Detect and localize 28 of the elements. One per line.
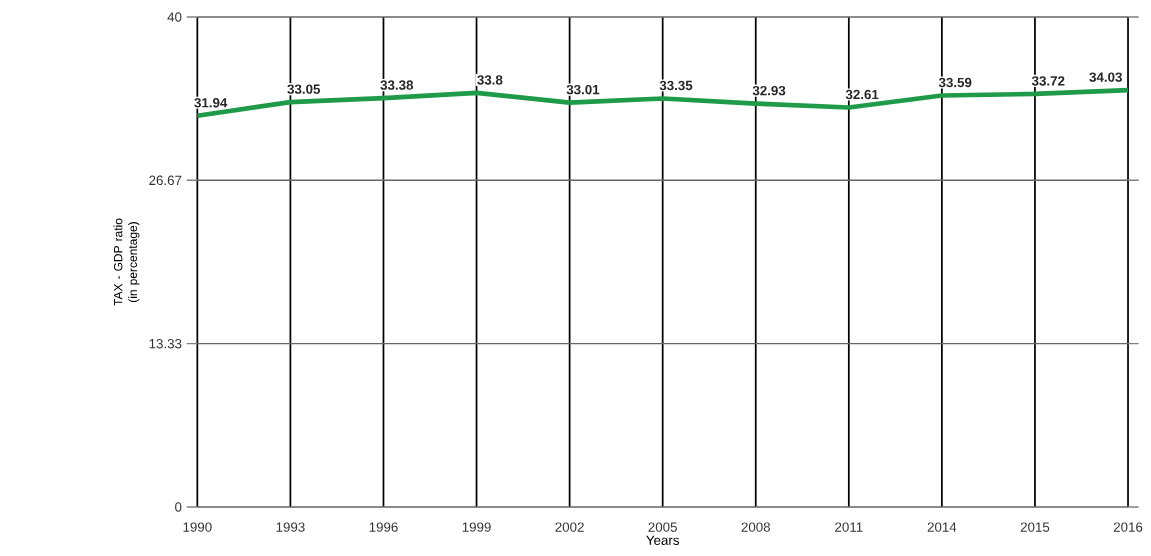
x-tick-label: 2016: [1113, 522, 1143, 532]
x-tick-label: 2008: [741, 522, 770, 532]
data-label: 32.93: [752, 85, 786, 96]
y-tick-label: 26.67: [149, 175, 182, 185]
data-label: 33.05: [287, 84, 321, 94]
data-label: 33.72: [1031, 76, 1065, 86]
y-tick-label: 13.33: [149, 338, 182, 349]
y-tick-label: 0: [175, 502, 182, 512]
data-label: 34.03: [1089, 72, 1122, 82]
data-label: 33.01: [566, 84, 600, 95]
data-label: 32.61: [845, 89, 879, 100]
x-tick-label: 1993: [276, 522, 305, 532]
y-tick-label: 40: [167, 12, 182, 22]
x-tick-label: 2002: [555, 522, 584, 532]
data-label: 33.8: [477, 75, 503, 85]
x-tick-label: 2014: [927, 522, 957, 532]
data-label: 33.35: [659, 80, 693, 91]
x-tick-label: 2011: [835, 522, 863, 532]
x-tick-label: 1990: [183, 522, 212, 532]
x-tick-label: 1999: [462, 522, 491, 532]
data-label: 31.94: [194, 98, 228, 108]
x-tick-label: 2015: [1020, 522, 1050, 532]
data-label: 33.59: [938, 77, 972, 88]
x-tick-label: 1996: [369, 522, 398, 532]
y-axis-title: TAX - GDP ratio (in percentage): [113, 218, 140, 306]
x-tick-label: 2005: [648, 522, 677, 532]
x-axis-title: Years: [646, 535, 680, 545]
data-label: 33.38: [380, 80, 414, 90]
